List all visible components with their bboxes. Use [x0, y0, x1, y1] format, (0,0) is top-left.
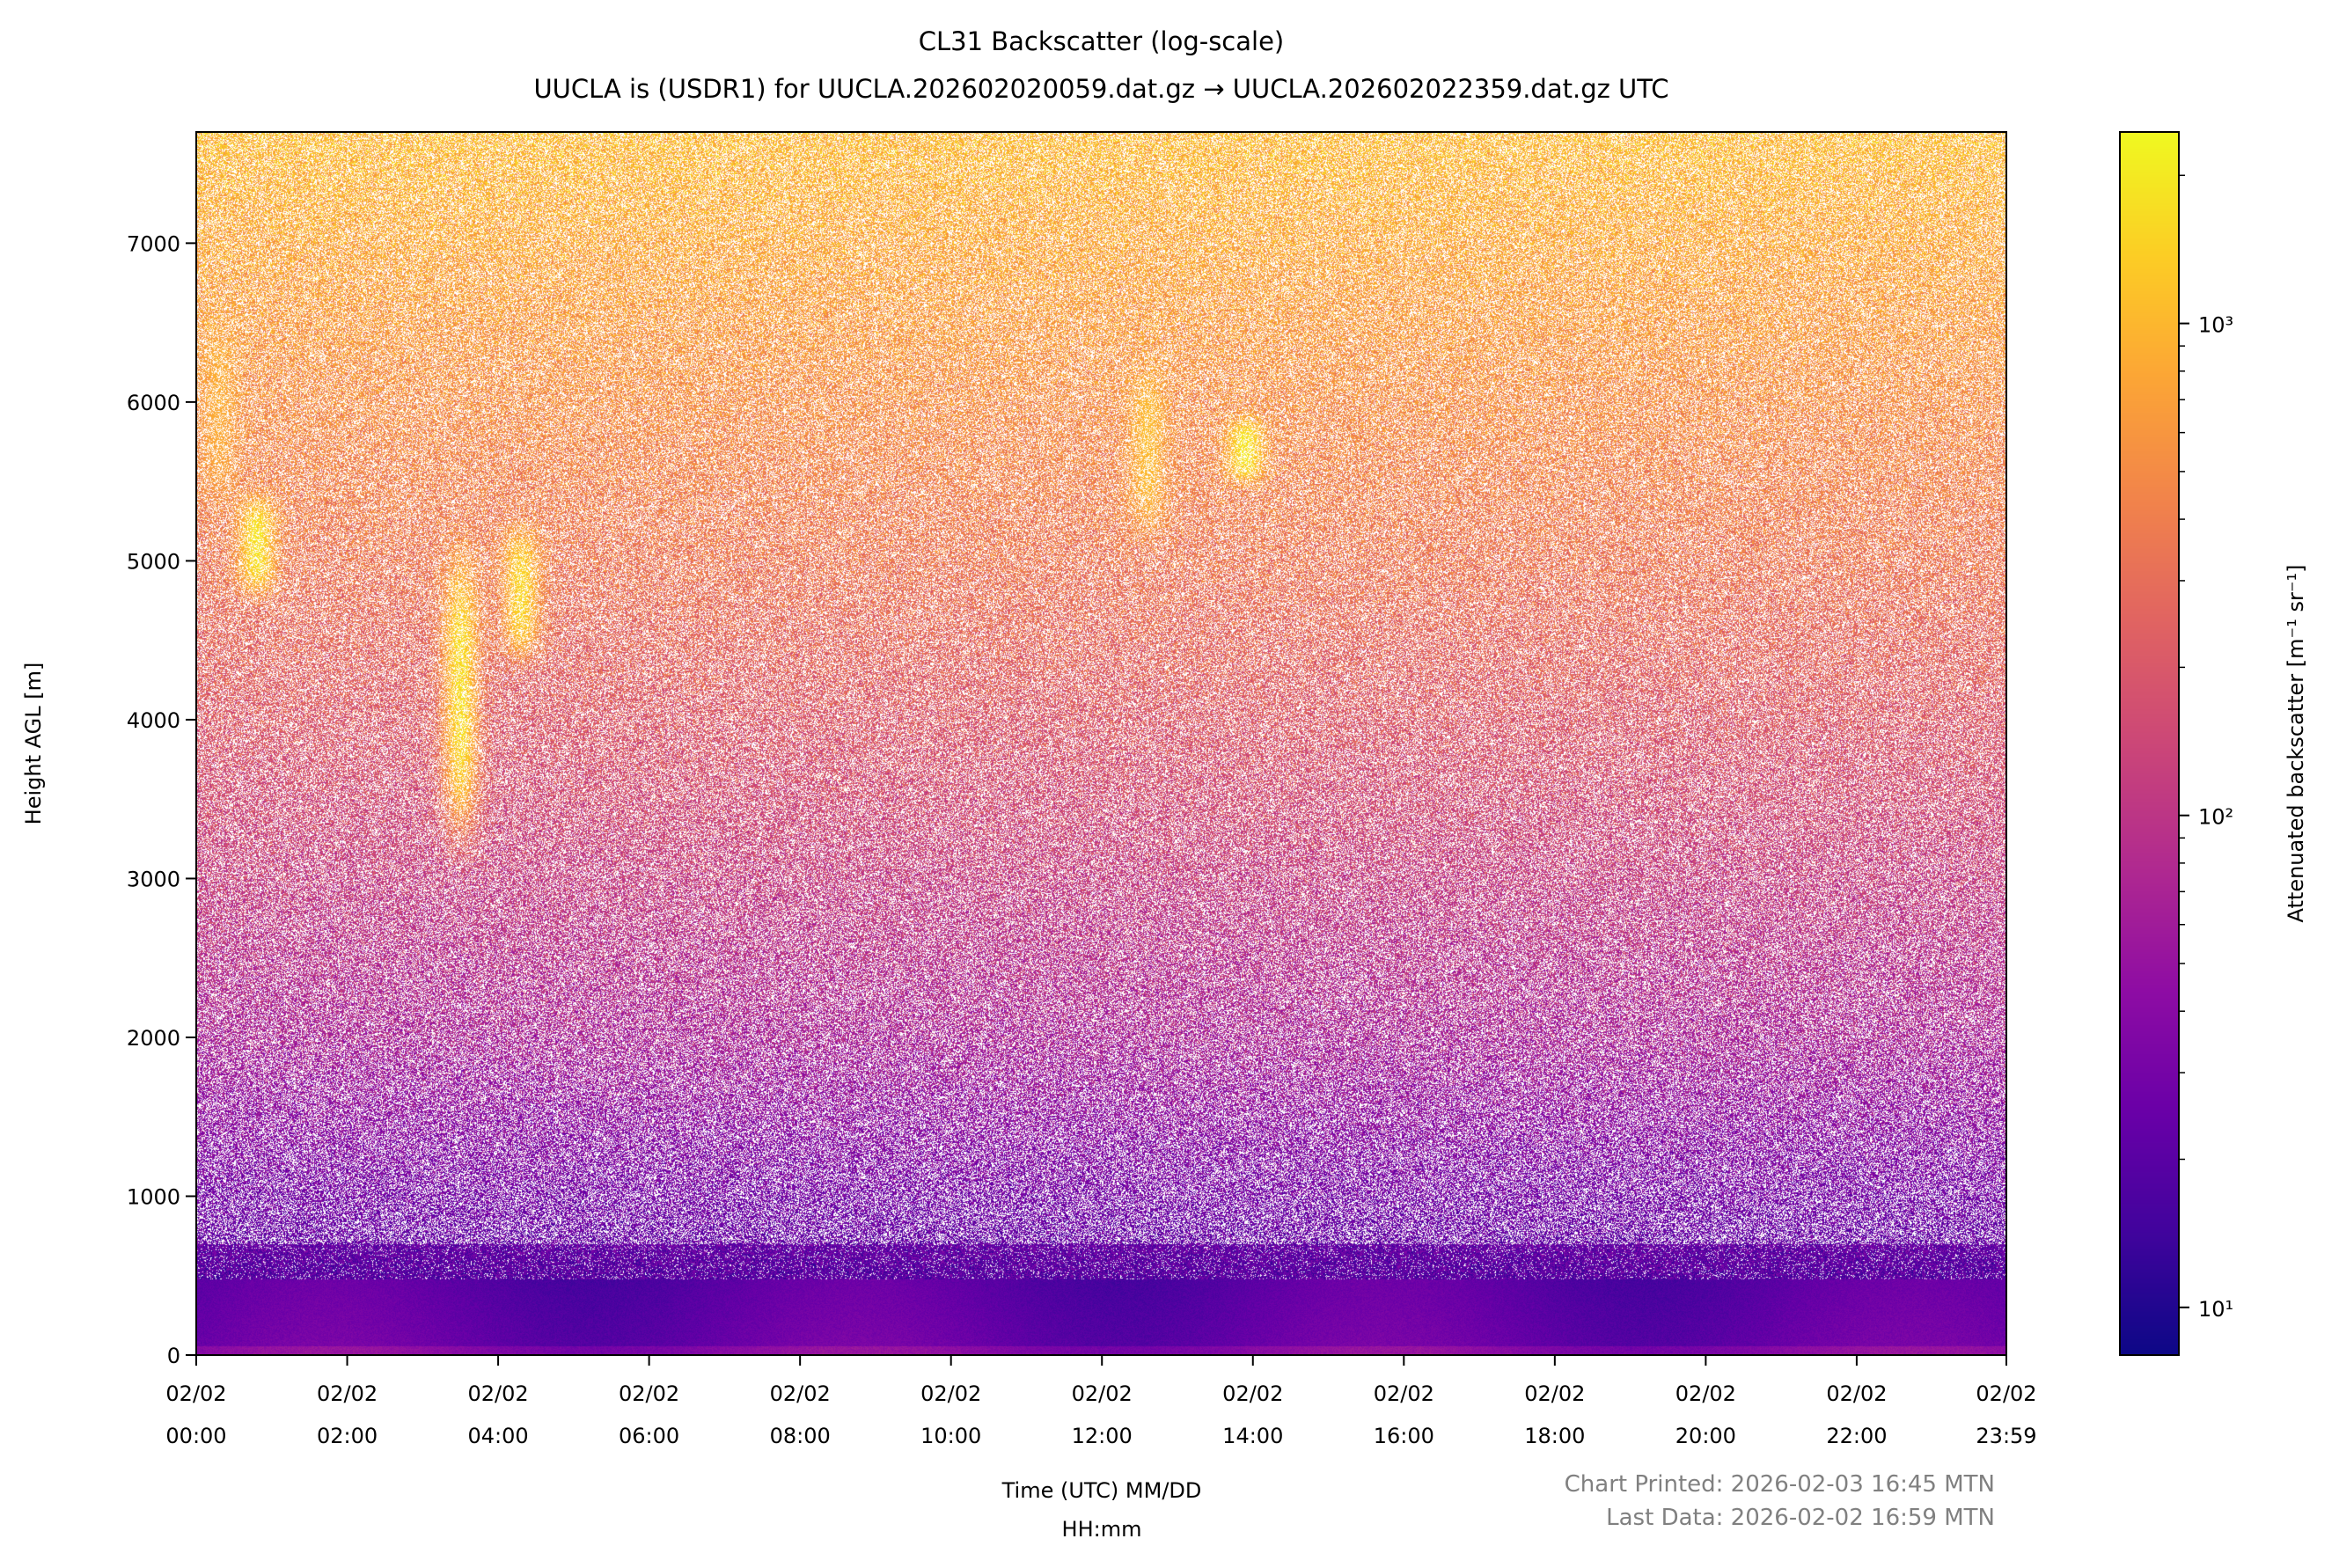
chart-printed-note: Chart Printed: 2026-02-03 16:45 MTN [1564, 1471, 1995, 1498]
last-data-note: Last Data: 2026-02-02 16:59 MTN [1606, 1505, 1995, 1531]
y-tick-label: 4000 [127, 708, 180, 733]
x-tick-label: 02/02 [1675, 1381, 1736, 1406]
plot-frame [195, 131, 2007, 1356]
x-tick-label: 02/02 [467, 1381, 528, 1406]
y-tick-label: 6000 [127, 391, 180, 415]
y-tick-label: 0 [167, 1344, 180, 1368]
colorbar-gradient [2120, 132, 2179, 1355]
backscatter-heatmap [196, 132, 2006, 1355]
y-tick-label: 3000 [127, 867, 180, 891]
x-tick-label: 10:00 [920, 1424, 981, 1448]
x-tick-label: 02/02 [1976, 1381, 2036, 1406]
colorbar-tick-label: 10¹ [2198, 1297, 2233, 1322]
y-axis-label: Height AGL [m] [21, 663, 46, 825]
x-tick-label: 20:00 [1675, 1424, 1736, 1448]
x-tick-label: 02/02 [1826, 1381, 1887, 1406]
chart-title: CL31 Backscatter (log-scale) [918, 26, 1285, 56]
x-tick-label: 02/02 [770, 1381, 831, 1406]
y-tick-label: 7000 [127, 231, 180, 256]
x-tick-label: 02/02 [619, 1381, 679, 1406]
x-tick-label: 02/02 [317, 1381, 378, 1406]
x-tick-label: 02/02 [920, 1381, 981, 1406]
chart-subtitle: UUCLA is (USDR1) for UUCLA.202602020059.… [533, 74, 1669, 104]
x-axis-ticks: 02/02 00:00 02/02 02:00 02/02 04:00 02/02 06:00… [165, 1355, 2037, 1448]
x-tick-label: 14:00 [1222, 1424, 1283, 1448]
x-tick-label: 16:00 [1374, 1424, 1434, 1448]
x-tick-label: 02/02 [165, 1381, 226, 1406]
y-tick-label: 2000 [127, 1026, 180, 1051]
colorbar-tick-label: 10² [2198, 805, 2233, 830]
x-tick-label: 06:00 [619, 1424, 679, 1448]
x-axis-label-line2: HH:mm [1062, 1517, 1142, 1542]
x-tick-label: 18:00 [1524, 1424, 1585, 1448]
colorbar-tick-label: 10³ [2198, 313, 2233, 338]
x-tick-label: 02:00 [317, 1424, 378, 1448]
x-tick-label: 02/02 [1222, 1381, 1283, 1406]
x-tick-label: 23:59 [1976, 1424, 2036, 1448]
colorbar-ticks: 10¹ 10² 10³ [2179, 174, 2233, 1322]
x-tick-label: 02/02 [1524, 1381, 1585, 1406]
x-axis-label-line1: Time (UTC) MM/DD [1001, 1478, 1202, 1503]
x-tick-label: 02/02 [1374, 1381, 1434, 1406]
x-tick-label: 22:00 [1826, 1424, 1887, 1448]
x-tick-label: 08:00 [770, 1424, 831, 1448]
y-axis-ticks: 0 1000 2000 3000 4000 5000 6000 7000 [127, 231, 196, 1368]
colorbar-frame [2119, 131, 2180, 1356]
x-tick-label: 12:00 [1072, 1424, 1133, 1448]
y-tick-label: 5000 [127, 549, 180, 574]
x-tick-label: 02/02 [1072, 1381, 1133, 1406]
y-tick-label: 1000 [127, 1184, 180, 1209]
colorbar-label: Attenuated backscatter [m⁻¹ sr⁻¹] [2284, 565, 2308, 923]
x-tick-label: 04:00 [467, 1424, 528, 1448]
x-tick-label: 00:00 [165, 1424, 226, 1448]
